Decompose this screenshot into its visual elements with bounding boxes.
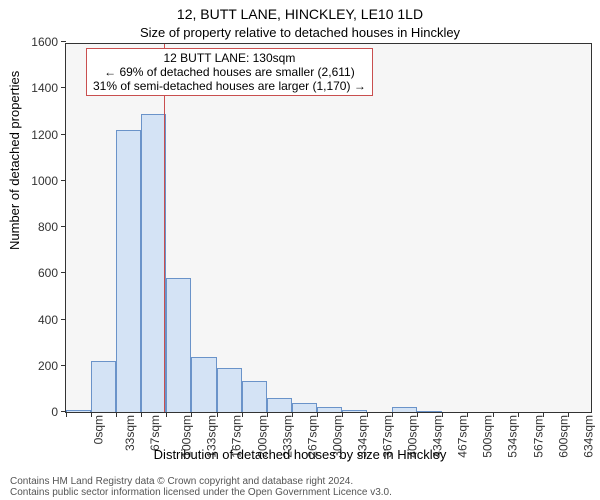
x-tick-mark [292, 412, 293, 417]
x-tick-label: 0sqm [85, 415, 105, 444]
y-tick-label: 400 [38, 313, 66, 327]
histogram-bar [392, 407, 417, 412]
histogram-bar [91, 361, 116, 412]
histogram-bar [141, 114, 166, 412]
x-tick-mark [467, 412, 468, 417]
x-tick-mark [367, 412, 368, 417]
y-tick-label: 1400 [31, 81, 66, 95]
y-tick-mark [61, 272, 66, 273]
attribution-footer: Contains HM Land Registry data © Crown c… [10, 476, 392, 498]
x-tick-mark [417, 412, 418, 417]
x-tick-mark [166, 412, 167, 417]
y-tick-label: 0 [51, 405, 66, 419]
histogram-bar [116, 130, 141, 412]
y-tick-label: 1200 [31, 128, 66, 142]
x-tick-mark [91, 412, 92, 417]
histogram-bar [217, 368, 242, 412]
x-tick-mark [242, 412, 243, 417]
histogram-bar [292, 403, 317, 412]
page-title-sub: Size of property relative to detached ho… [0, 24, 600, 42]
y-tick-label: 1600 [31, 35, 66, 49]
x-tick-mark [191, 412, 192, 417]
y-tick-label: 600 [38, 266, 66, 280]
y-tick-mark [61, 365, 66, 366]
y-tick-mark [61, 180, 66, 181]
x-tick-mark [493, 412, 494, 417]
x-tick-mark [543, 412, 544, 417]
x-tick-mark [392, 412, 393, 417]
y-axis-label: Number of detached properties [6, 71, 24, 250]
x-tick-mark [442, 412, 443, 417]
y-tick-mark [61, 41, 66, 42]
histogram-bar [267, 398, 292, 412]
page-title-main: 12, BUTT LANE, HINCKLEY, LE10 1LD [0, 6, 600, 24]
histogram-plot: 12 BUTT LANE: 130sqm← 69% of detached ho… [65, 43, 592, 413]
callout-line: ← 69% of detached houses are smaller (2,… [93, 65, 366, 79]
histogram-bar [242, 381, 267, 412]
x-tick-mark [116, 412, 117, 417]
x-axis-label: Distribution of detached houses by size … [0, 446, 600, 464]
x-tick-mark [66, 412, 67, 417]
x-tick-mark [217, 412, 218, 417]
y-tick-label: 1000 [31, 174, 66, 188]
x-tick-mark [141, 412, 142, 417]
y-tick-mark [61, 319, 66, 320]
histogram-bar [66, 410, 91, 412]
y-tick-label: 200 [38, 359, 66, 373]
histogram-bar [342, 410, 367, 412]
callout-line: 12 BUTT LANE: 130sqm [93, 51, 366, 65]
y-tick-mark [61, 226, 66, 227]
histogram-bars [66, 44, 591, 412]
histogram-bar [191, 357, 216, 413]
histogram-bar [417, 411, 442, 412]
y-tick-mark [61, 87, 66, 88]
y-tick-label: 800 [38, 220, 66, 234]
y-tick-mark [61, 134, 66, 135]
x-tick-mark [518, 412, 519, 417]
callout-box: 12 BUTT LANE: 130sqm← 69% of detached ho… [86, 48, 373, 96]
x-tick-mark [267, 412, 268, 417]
callout-line: 31% of semi-detached houses are larger (… [93, 79, 366, 93]
histogram-bar [166, 278, 191, 412]
x-tick-mark [317, 412, 318, 417]
x-tick-mark [568, 412, 569, 417]
x-tick-mark [342, 412, 343, 417]
histogram-bar [317, 407, 342, 412]
reference-marker-line [164, 44, 166, 412]
